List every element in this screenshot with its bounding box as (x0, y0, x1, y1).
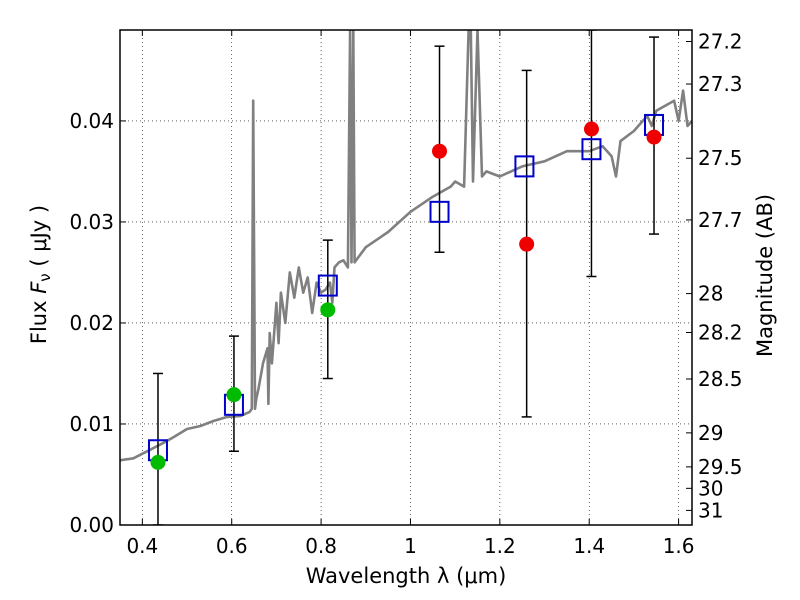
nondetection-marker (432, 143, 448, 159)
nondetection-marker (646, 129, 662, 145)
mag-tick-label: 29 (698, 421, 723, 445)
x-tick-label: 1 (404, 534, 417, 558)
mag-tick-label: 30 (698, 476, 723, 500)
tick-layer: 0.4 0.6 0.8 1 1.2 1.4 1.6 0.00 0.01 0.02 0.03 0.04 2… (69, 29, 742, 558)
y-axis-label-prefix: Flux (27, 294, 51, 344)
data-layer (120, 30, 692, 525)
x-tick-label: 1.4 (573, 534, 605, 558)
detection-marker (150, 454, 166, 470)
nondetection-marker (519, 236, 535, 252)
nondetection-marker (583, 121, 599, 137)
y-axis-label-symbol: F (27, 281, 51, 294)
y-tick-label: 0.01 (69, 412, 114, 436)
right-axis-label: Magnitude (AB) (753, 194, 777, 357)
mag-tick-label: 27.2 (698, 29, 743, 53)
y-tick-label: 0.00 (69, 513, 114, 537)
mag-tick-label: 28.2 (698, 321, 743, 345)
model-spectrum-line (120, 30, 692, 462)
x-tick-label: 1.6 (663, 534, 695, 558)
y-axis-label: Flux Fν ( μJy ) (27, 205, 54, 344)
x-axis-label: Wavelength λ (μm) (306, 564, 507, 588)
y-axis-label-suffix: ( μJy ) (27, 205, 51, 273)
y-axis-label-subscript: ν (36, 273, 54, 281)
model-photometry-square (581, 138, 602, 161)
grid-layer (120, 30, 692, 526)
detection-marker (226, 387, 242, 403)
mag-tick-label: 29.5 (698, 455, 743, 479)
mag-tick-label: 31 (698, 498, 723, 522)
mag-tick-label: 27.5 (698, 146, 743, 170)
model-photometry-square (429, 200, 450, 223)
x-tick-label: 0.4 (126, 534, 158, 558)
mag-tick-label: 28 (698, 282, 723, 306)
mag-tick-label: 28.5 (698, 367, 743, 391)
y-tick-label: 0.02 (69, 311, 114, 335)
mag-tick-label: 27.3 (698, 72, 743, 96)
model-photometry-square (514, 155, 535, 178)
plot-frame (119, 29, 693, 526)
x-tick-label: 0.6 (216, 534, 248, 558)
model-photometry-square (317, 274, 338, 297)
y-tick-label: 0.04 (69, 109, 114, 133)
y-tick-label: 0.03 (69, 210, 114, 234)
x-tick-label: 1.2 (484, 534, 516, 558)
mag-tick-label: 27.7 (698, 208, 743, 232)
detection-marker (320, 302, 336, 318)
x-tick-label: 0.8 (305, 534, 337, 558)
